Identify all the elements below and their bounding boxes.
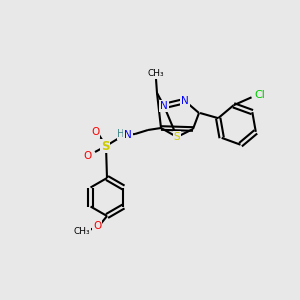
Text: N: N	[124, 130, 132, 140]
Text: N: N	[160, 101, 168, 111]
Text: Cl: Cl	[254, 90, 265, 100]
Text: S: S	[101, 140, 109, 152]
Text: O: O	[91, 127, 99, 137]
Text: CH₃: CH₃	[148, 70, 164, 79]
Text: S: S	[174, 132, 180, 142]
Text: CH₃: CH₃	[74, 226, 90, 236]
Text: H: H	[117, 129, 125, 139]
Text: N: N	[181, 96, 189, 106]
Text: O: O	[83, 151, 91, 161]
Text: O: O	[93, 221, 101, 231]
